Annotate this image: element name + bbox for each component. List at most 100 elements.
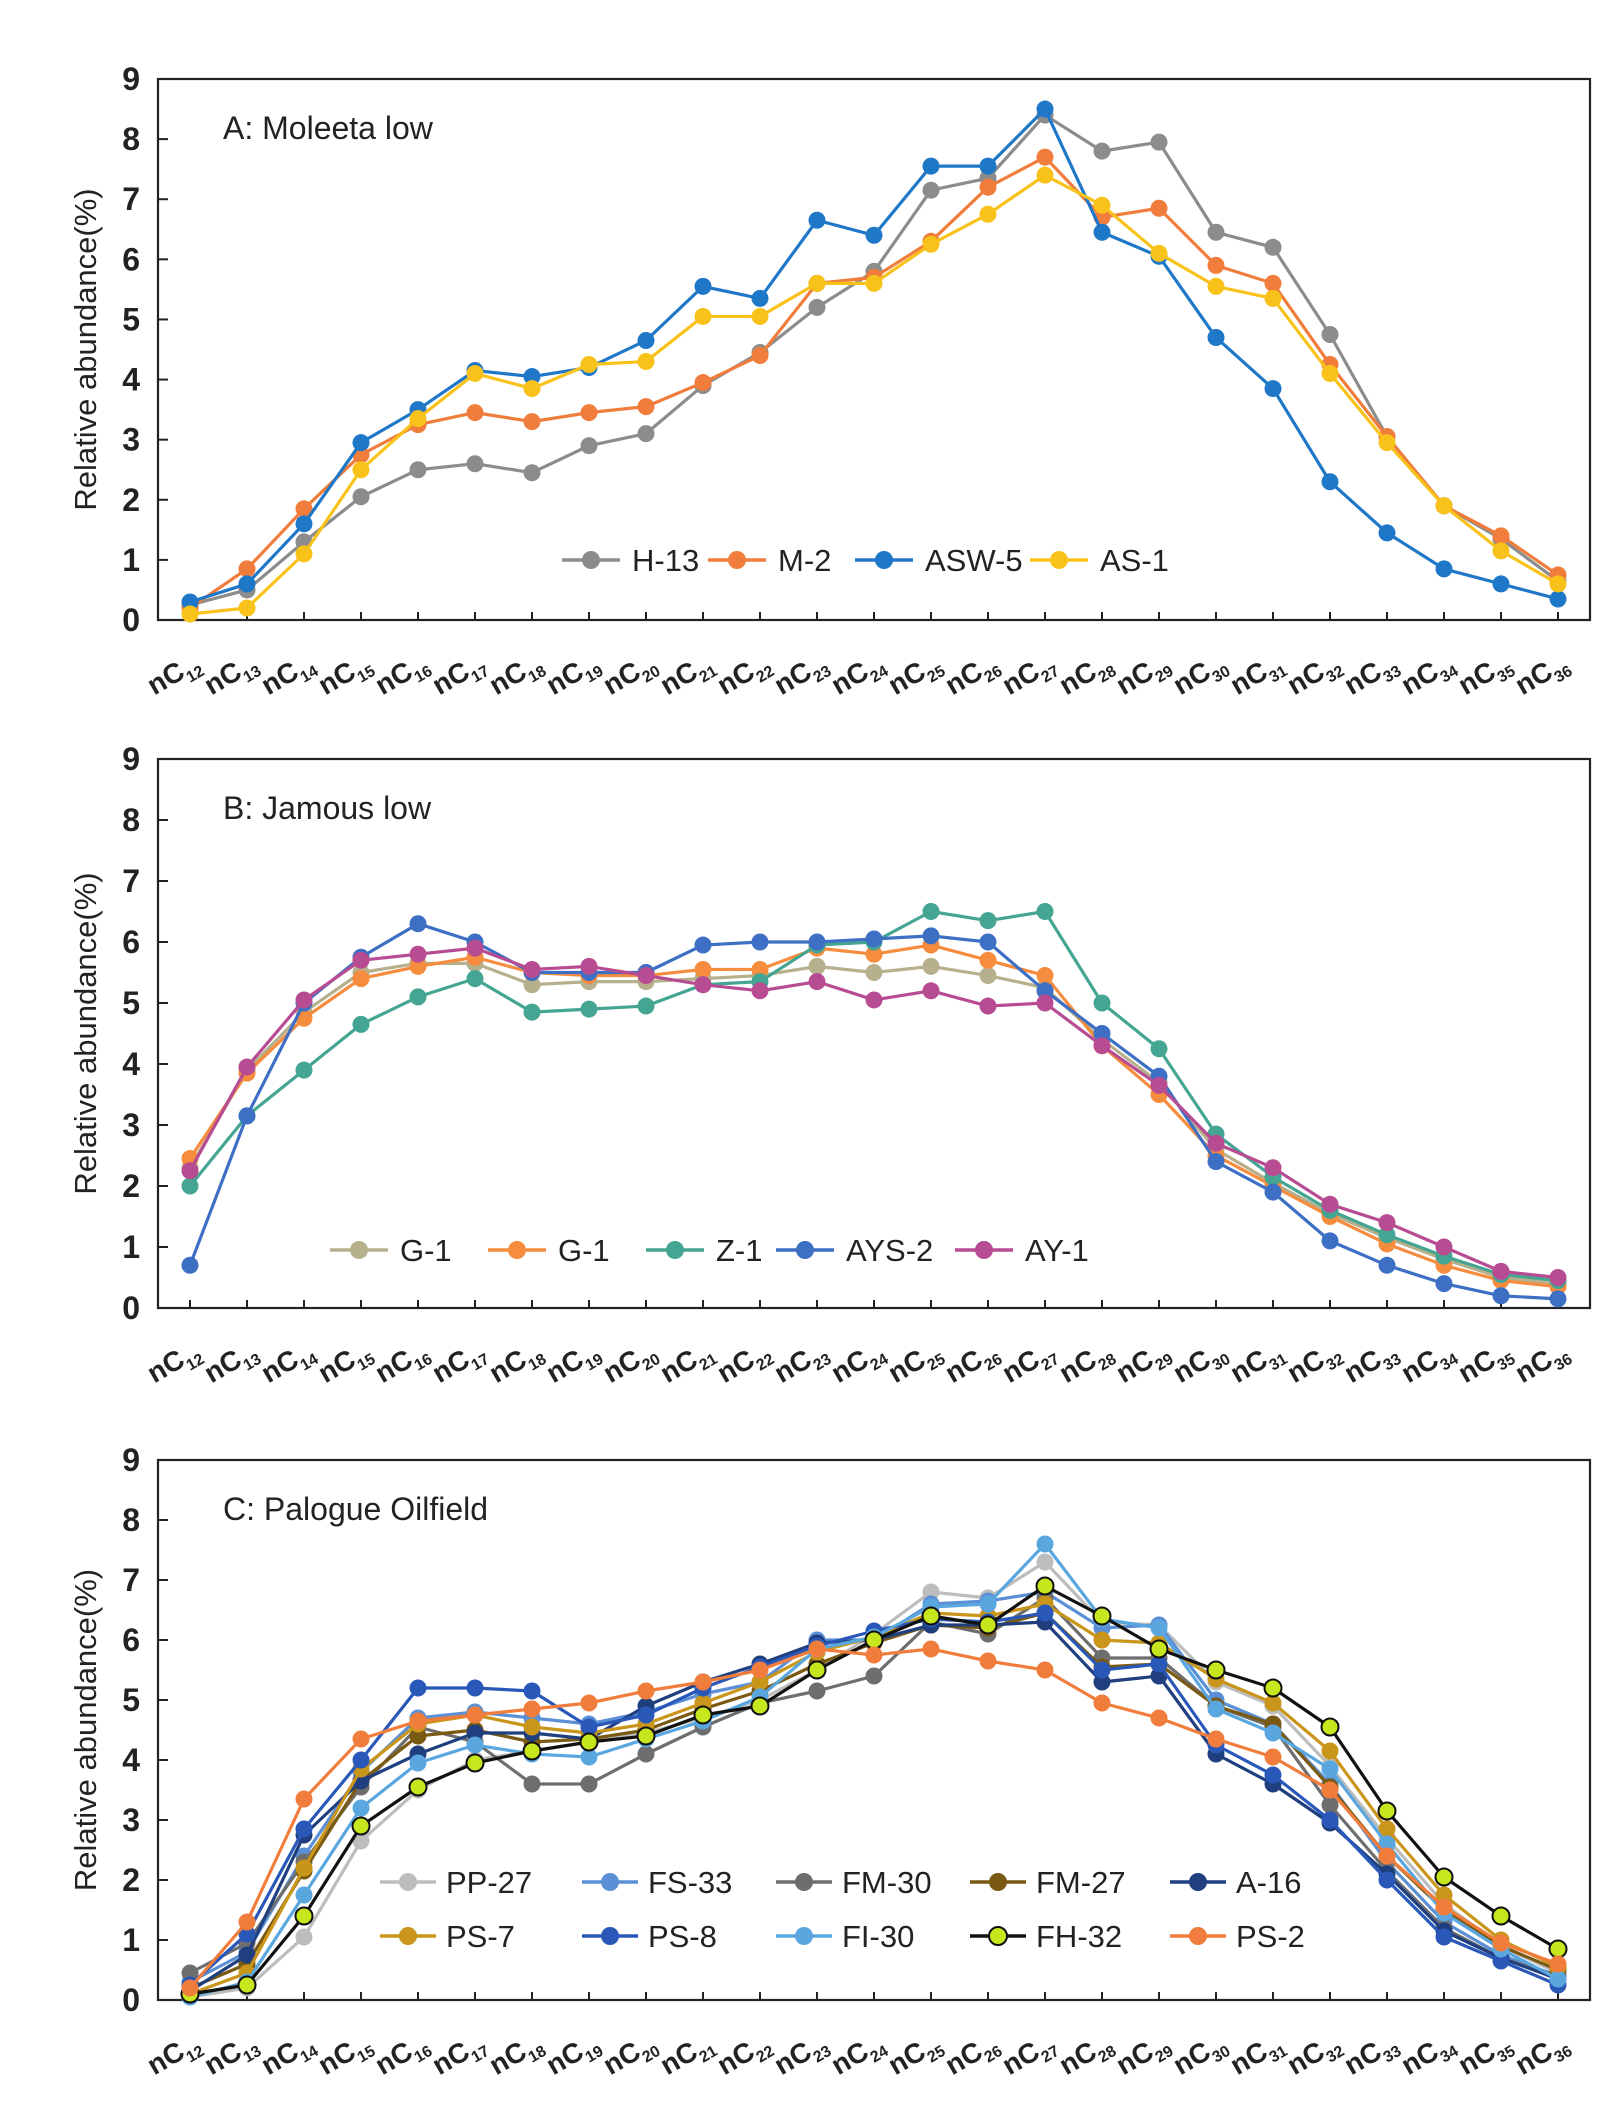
data-point-AS-1	[1207, 277, 1225, 295]
data-point-M-2	[751, 347, 769, 365]
data-point-PS-2	[181, 1979, 199, 1997]
data-point-AS-1	[523, 380, 541, 398]
data-point-AYS-2	[1036, 982, 1054, 1000]
data-point-FI-30	[1264, 1724, 1282, 1742]
x-tick-label: nC21	[655, 646, 721, 705]
data-point-PS-8	[409, 1679, 427, 1697]
data-point-AS-1	[751, 307, 769, 325]
data-point-Z-1	[181, 1177, 199, 1195]
data-point-PP-27	[922, 1583, 940, 1601]
data-point-AY-1	[1435, 1238, 1453, 1256]
data-point-PS-8	[295, 1820, 313, 1838]
y-tick-label: 7	[122, 1562, 140, 1598]
x-tick-label: nC24	[826, 646, 892, 705]
x-tick-label: nC36	[1510, 2026, 1576, 2085]
legend-marker	[601, 1927, 619, 1945]
data-point-AS-1	[295, 545, 313, 563]
chart-title: B: Jamous low	[223, 790, 432, 826]
legend-label: AY-1	[1025, 1233, 1089, 1268]
data-point-PS-7	[1264, 1694, 1282, 1712]
data-point-AYS-2	[238, 1107, 256, 1125]
legend-label: FM-30	[842, 1865, 932, 1900]
data-point-PS-2	[1036, 1661, 1054, 1679]
data-point-G-1	[865, 945, 883, 963]
data-point-PS-2	[466, 1706, 484, 1724]
legend-marker	[350, 1241, 368, 1259]
x-tick-label: nC24	[826, 2026, 892, 2085]
data-point-AYS-2	[751, 933, 769, 951]
data-point-AS-1	[865, 274, 883, 292]
data-point-FI-30	[1207, 1700, 1225, 1718]
x-tick-label: nC13	[199, 646, 265, 705]
data-point-PS-8	[580, 1718, 598, 1736]
data-point-AYS-2	[694, 936, 712, 954]
legend-label: A-16	[1236, 1865, 1301, 1900]
data-point-ASW-5	[1264, 380, 1282, 398]
data-point-AY-1	[694, 976, 712, 994]
x-tick-label: nC18	[484, 1334, 550, 1393]
data-point-Z-1	[979, 912, 997, 930]
x-tick-label: nC19	[541, 1334, 607, 1393]
data-point-AY-1	[181, 1162, 199, 1180]
data-point-PS-8	[1093, 1661, 1111, 1679]
data-point-PS-2	[238, 1913, 256, 1931]
data-point-ASW-5	[979, 157, 997, 175]
data-point-ASW-5	[523, 368, 541, 386]
x-tick-label: nC23	[769, 1334, 835, 1393]
x-tick-label: nC21	[655, 1334, 721, 1393]
data-point-AYS-2	[1093, 1025, 1111, 1042]
x-tick-label: nC12	[142, 1334, 208, 1393]
data-point-FM-30	[181, 1964, 199, 1982]
legend-label: Z-1	[716, 1233, 763, 1268]
data-point-PS-2	[295, 1790, 313, 1808]
data-point-FM-27	[409, 1727, 427, 1745]
y-tick-label: 5	[122, 985, 140, 1021]
data-point-FI-30	[1321, 1760, 1339, 1778]
data-point-AS-1	[580, 356, 598, 374]
x-tick-label: nC27	[997, 2026, 1063, 2085]
data-point-G-1	[808, 957, 826, 975]
data-point-FH-32	[1149, 1639, 1169, 1659]
legend-label: ASW-5	[925, 543, 1023, 578]
data-point-Z-1	[409, 988, 427, 1006]
legend-label: PS-8	[648, 1919, 717, 1954]
data-point-FI-30	[1378, 1835, 1396, 1853]
x-tick-label: nC34	[1396, 646, 1462, 705]
legend-marker	[601, 1873, 619, 1891]
x-tick-label: nC20	[598, 2026, 664, 2085]
data-point-AY-1	[352, 951, 370, 969]
y-tick-label: 9	[122, 61, 140, 97]
data-point-G-1	[409, 957, 427, 975]
data-point-AS-1	[352, 461, 370, 479]
x-tick-label: nC30	[1168, 2026, 1234, 2085]
y-tick-label: 2	[122, 482, 140, 518]
x-tick-label: nC34	[1396, 2026, 1462, 2085]
data-point-PS-2	[1492, 1934, 1510, 1952]
x-tick-label: nC27	[997, 1334, 1063, 1393]
data-point-FH-32	[522, 1741, 542, 1761]
x-tick-label: nC16	[370, 646, 436, 705]
x-tick-label: nC32	[1282, 1334, 1348, 1393]
data-point-Z-1	[352, 1015, 370, 1033]
x-tick-label: nC27	[997, 646, 1063, 705]
data-point-AS-1	[637, 353, 655, 371]
x-tick-label: nC12	[142, 2026, 208, 2085]
data-point-Z-1	[1150, 1040, 1168, 1058]
data-point-PS-2	[1093, 1694, 1111, 1712]
data-point-ASW-5	[808, 211, 826, 229]
plot-frame	[156, 757, 1592, 1310]
legend-label: FI-30	[842, 1919, 914, 1954]
data-point-FI-30	[352, 1799, 370, 1817]
data-point-ASW-5	[352, 434, 370, 452]
x-tick-label: nC26	[940, 2026, 1006, 2085]
data-point-PS-2	[1378, 1847, 1396, 1865]
data-point-FH-32	[294, 1906, 314, 1926]
data-point-FM-30	[580, 1775, 598, 1793]
legend-marker	[796, 1241, 814, 1259]
data-point-H-13	[1150, 133, 1168, 151]
y-tick-label: 2	[122, 1168, 140, 1204]
data-point-PS-2	[694, 1673, 712, 1691]
data-point-G-1	[979, 967, 997, 985]
y-tick-label: 8	[122, 1502, 140, 1538]
